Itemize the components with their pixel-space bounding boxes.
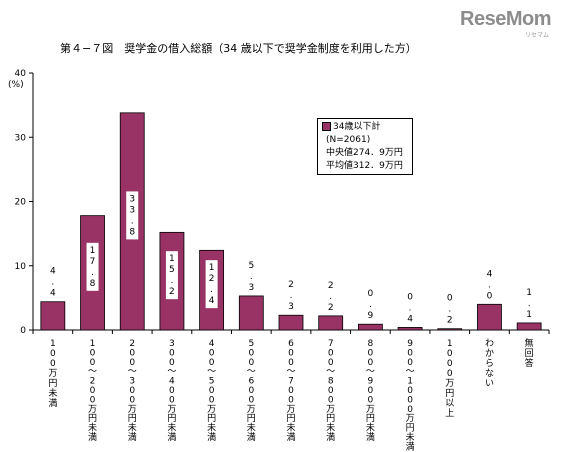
data-label: 4.4 [50,267,56,299]
legend-series-name: 34歳以下計 [333,122,381,132]
x-category-label: 8 0 0 〜 9 0 0 万円未満 [366,339,375,443]
bar [516,322,542,331]
bar [318,315,344,331]
x-category-label: 6 0 0 〜 7 0 0 万円未満 [286,339,295,443]
data-label-box [205,260,218,309]
bar [278,314,304,331]
bar [238,295,264,331]
data-label: 5.3 [248,261,254,293]
x-category-label: 1 0 0 0 万円以上 [445,339,454,419]
bar [437,328,463,331]
data-label-box [86,242,99,291]
y-tick-label: 40 [15,69,27,79]
x-category-label: わからない [485,338,494,389]
y-tick-label: 30 [15,133,27,143]
x-category-label: 1 0 0 万円未満 [48,339,57,409]
data-label: 1.1 [526,288,532,320]
bar [397,327,423,331]
x-category-label: 無回答 [525,337,534,369]
bar [40,301,66,331]
x-category-label: 4 0 0 〜 5 0 0 万円未満 [207,339,216,443]
bar [357,323,383,331]
legend-box: 34歳以下計 (N=2061) 中央値274．9万円 平均値312．9万円 [317,118,413,175]
x-category-label: 3 0 0 〜 4 0 0 万円未満 [167,339,176,443]
resemom-logo-subtext: リセマム [524,32,549,39]
y-axis-unit-label: (%) [8,80,24,90]
legend-entry: 34歳以下計 [322,121,408,134]
data-label-box [126,191,139,240]
data-label: 2.2 [328,281,334,313]
data-label: 4.0 [487,269,493,301]
data-label: 0.2 [447,294,453,326]
data-label: 0.9 [368,289,374,321]
y-tick-label: 0 [20,326,26,336]
data-label: 2.3 [288,280,294,312]
legend-median: 中央値274．9万円 [326,148,403,158]
legend-mean: 平均値312．9万円 [326,161,403,171]
x-category-label: 2 0 0 〜 3 0 0 万円未満 [128,339,137,443]
resemom-logo: ReseMom [460,8,551,30]
bar [477,303,502,331]
x-category-label: 5 0 0 〜 6 0 0 万円未満 [247,339,256,443]
y-tick-label: 10 [15,262,27,272]
legend-sample-size: (N=2061) [326,135,371,145]
x-category-label: 1 0 0 〜 2 0 0 万円未満 [88,339,97,443]
legend-swatch [322,122,331,131]
y-tick-label: 20 [15,198,27,208]
x-category-label: 9 0 0 〜 1 0 0 0 万円未満 [406,339,415,452]
chart-title: 第４−７図 奨学金の借入総額（34 歳以下で奨学金制度を利用した方） [60,42,417,55]
data-label: 0.4 [407,292,413,324]
x-category-label: 7 0 0 〜 8 0 0 万円未満 [326,339,335,443]
data-label-box [165,251,178,300]
